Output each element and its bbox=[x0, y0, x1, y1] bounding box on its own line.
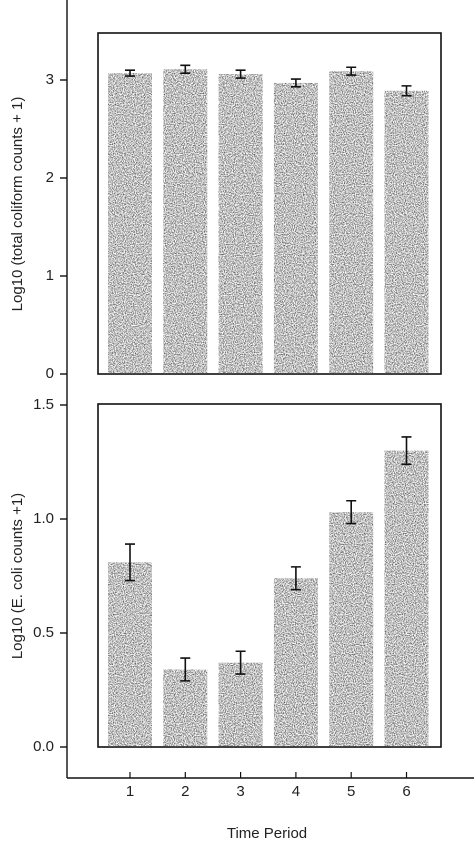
error-bar bbox=[180, 657, 191, 682]
panel-frame bbox=[97, 403, 442, 748]
x-tick-label: 1 bbox=[126, 783, 134, 800]
bar bbox=[329, 512, 374, 747]
panel-frame bbox=[97, 32, 442, 375]
error-bar bbox=[235, 69, 246, 79]
x-tick-label: 6 bbox=[402, 783, 410, 800]
error-bar bbox=[180, 64, 191, 74]
bar bbox=[108, 562, 152, 747]
y-tick-label: 3 bbox=[46, 71, 54, 88]
x-axis-title: Time Period bbox=[227, 825, 307, 842]
bar bbox=[163, 69, 208, 374]
bar bbox=[108, 73, 152, 374]
y-axis-title: Log10 (E. coli counts +1) bbox=[9, 493, 26, 659]
bar bbox=[273, 578, 318, 747]
y-tick-label: 1.0 bbox=[33, 510, 54, 527]
y-tick-label: 0 bbox=[46, 365, 54, 382]
y-tick-label: 0.5 bbox=[33, 624, 54, 641]
x-tick-label: 3 bbox=[236, 783, 244, 800]
error-bar bbox=[125, 69, 135, 77]
bar bbox=[218, 74, 263, 375]
error-bar bbox=[401, 85, 412, 97]
error-bar bbox=[290, 566, 301, 591]
bar bbox=[384, 90, 429, 374]
y-tick-label: 2 bbox=[46, 169, 54, 186]
error-bar bbox=[346, 499, 357, 525]
y-tick-label: 1 bbox=[46, 267, 54, 284]
y-tick-label: 1.5 bbox=[33, 396, 54, 413]
y-tick-label: 0.0 bbox=[33, 738, 54, 755]
bar bbox=[163, 669, 208, 747]
x-tick-label: 5 bbox=[347, 783, 355, 800]
x-tick-label: 2 bbox=[181, 783, 189, 800]
error-bar bbox=[401, 436, 412, 466]
error-bar bbox=[125, 543, 135, 582]
bar bbox=[218, 662, 263, 747]
x-tick-label: 4 bbox=[292, 783, 300, 800]
y-axis-title: Log10 (total coliform counts + 1) bbox=[9, 97, 26, 312]
bar bbox=[273, 82, 318, 374]
error-bar bbox=[346, 66, 357, 76]
bar bbox=[384, 450, 429, 747]
error-bar bbox=[290, 78, 301, 88]
bar bbox=[329, 71, 374, 375]
error-bar bbox=[235, 650, 246, 675]
